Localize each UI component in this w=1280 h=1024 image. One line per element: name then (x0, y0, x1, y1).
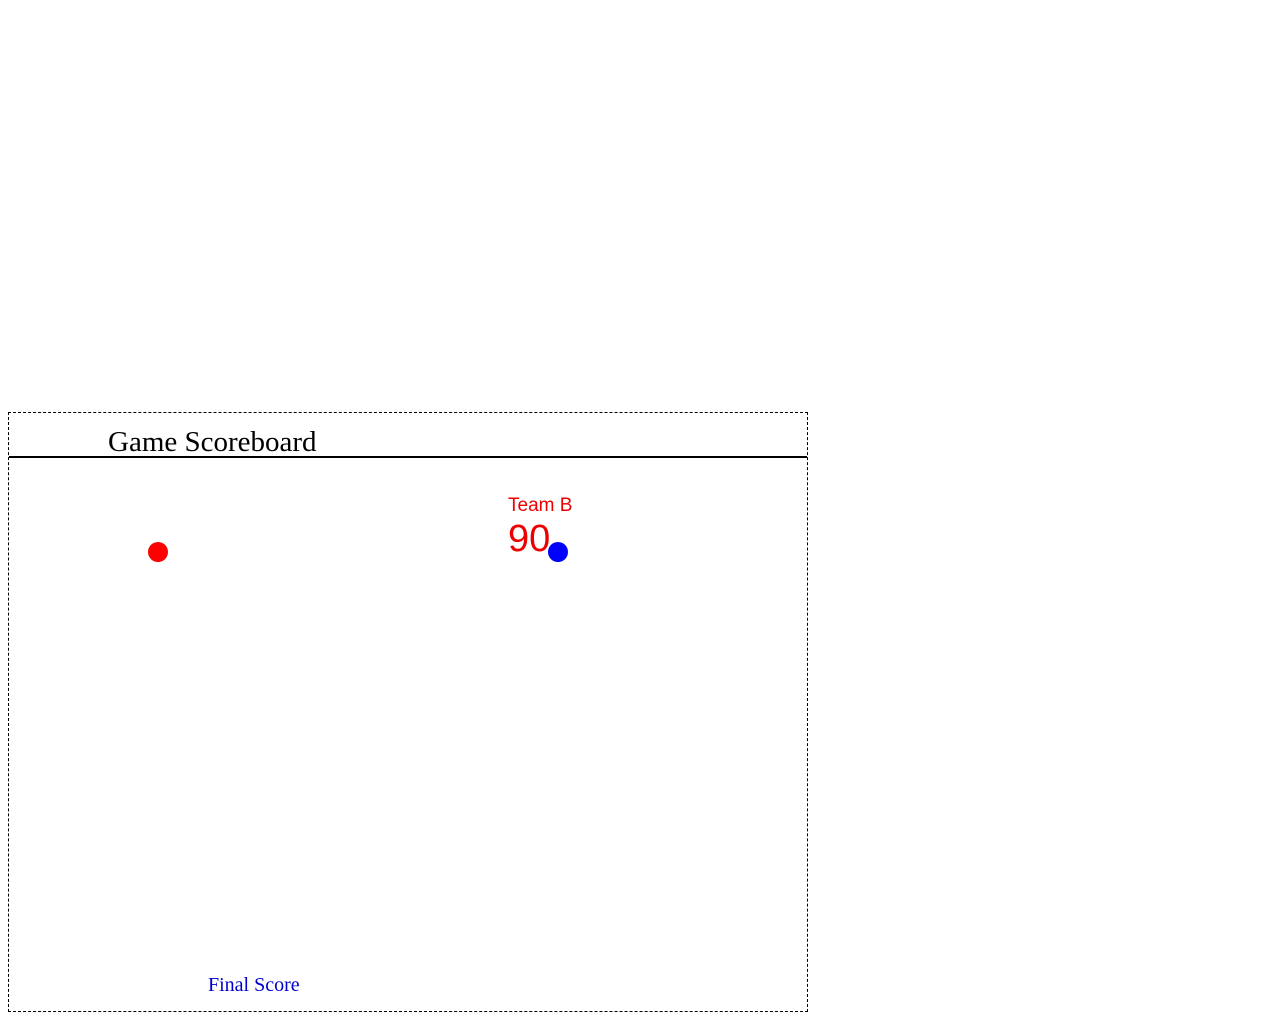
title-divider (9, 456, 807, 458)
blue-dot-icon (548, 542, 568, 562)
scoreboard-panel: Game Scoreboard Team B 90 Final Score (8, 412, 808, 1012)
team-score: 90 (508, 518, 551, 560)
team-name: Team B (508, 495, 573, 516)
final-score-label: Final Score (208, 974, 300, 996)
scoreboard-title: Game Scoreboard (108, 426, 317, 458)
red-dot-icon (148, 542, 168, 562)
